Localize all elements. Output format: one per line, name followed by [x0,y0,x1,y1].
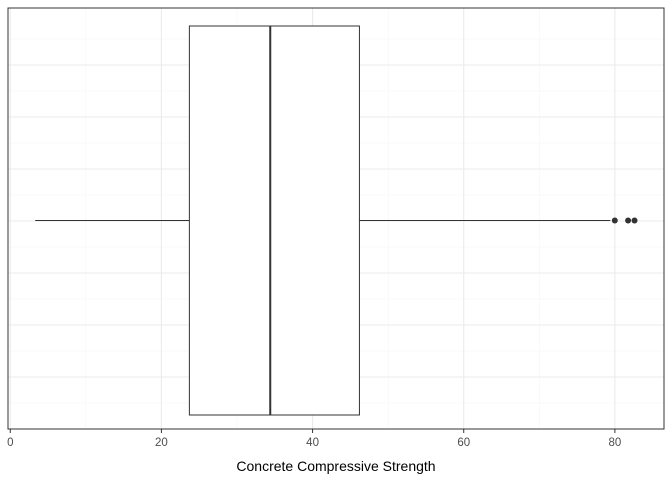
outlier-point [631,217,638,224]
x-tick-label: 60 [457,437,470,449]
x-tick-label: 20 [155,437,168,449]
box-layer [35,25,638,416]
panel-border [7,7,665,430]
x-tick-label: 40 [306,437,319,449]
x-axis-title: Concrete Compressive Strength [236,458,435,474]
outlier-point [625,217,632,224]
outlier-point [611,217,618,224]
x-axis: 0 20 40 60 80 [7,429,621,449]
x-tick-label: 80 [608,437,621,449]
iqr-box [188,25,360,416]
x-tick-label: 0 [7,437,13,449]
